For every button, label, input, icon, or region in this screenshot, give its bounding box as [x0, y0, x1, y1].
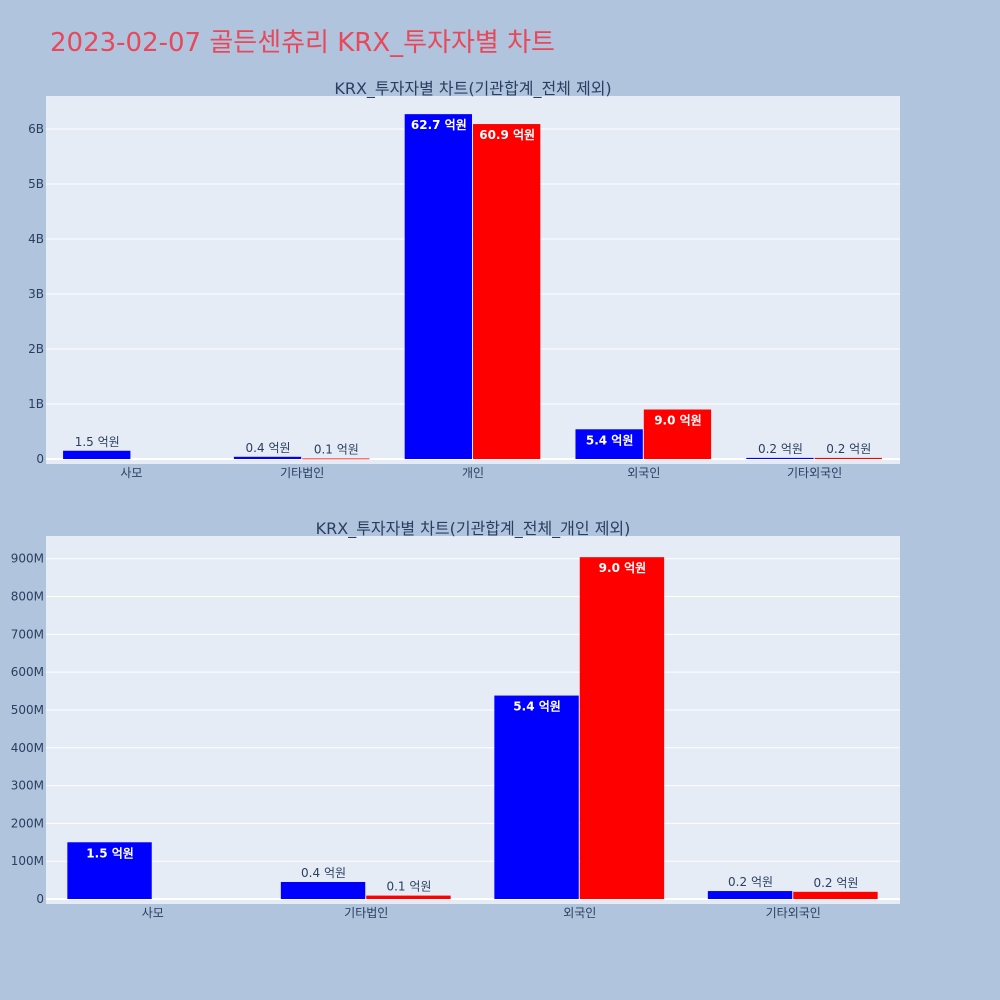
x-tick-label: 외국인 [563, 906, 596, 920]
page-title: 2023-02-07 골든센츄리 KRX_투자자별 차트 [50, 28, 555, 58]
bar [575, 429, 643, 459]
bar-value-label: 0.2 억원 [826, 442, 871, 456]
y-tick-label: 400M [11, 741, 44, 755]
bar-value-label: 0.2 억원 [758, 442, 803, 456]
chart-bottom: KRX_투자자별 차트(기관합계_전체_개인 제외) 0 100M 200M 300M 4… [11, 519, 900, 920]
bar [233, 456, 302, 459]
bar-value-label: 0.1 억원 [386, 880, 431, 894]
bar [67, 842, 152, 899]
chart-title: KRX_투자자별 차트(기관합계_전체_개인 제외) [316, 519, 631, 539]
bar [793, 891, 878, 899]
bar [63, 450, 131, 459]
x-tick-label: 기타법인 [280, 466, 324, 480]
bar-value-label: 9.0 억원 [599, 561, 647, 575]
x-tick-label: 기타외국인 [766, 906, 821, 920]
bar-value-label: 0.1 억원 [314, 442, 359, 456]
bar [494, 695, 579, 899]
x-tick-label: 기타법인 [344, 906, 388, 920]
y-tick-label: 700M [11, 627, 44, 641]
bar-value-label: 0.2 억원 [813, 876, 858, 890]
x-tick-label: 기타외국인 [787, 466, 842, 480]
y-tick-label: 3B [28, 287, 44, 301]
y-tick-label: 2B [28, 342, 44, 356]
bar-value-label: 62.7 억원 [411, 118, 467, 132]
bar [707, 891, 793, 899]
y-tick-label: 800M [11, 590, 44, 604]
bar-value-label: 5.4 억원 [586, 433, 634, 447]
bar-value-label: 0.4 억원 [246, 441, 291, 455]
y-tick-label: 200M [11, 816, 44, 830]
bar [579, 557, 665, 899]
y-tick-label: 300M [11, 779, 44, 793]
bar [366, 895, 451, 899]
x-tick-label: 개인 [462, 466, 484, 480]
bar-value-label: 5.4 억원 [513, 700, 561, 714]
chart-top: KRX_투자자별 차트(기관합계_전체 제외) 0 1B 2B 3B 4B 5B 6B 사모 1.… [28, 79, 900, 480]
x-tick-label: 사모 [120, 466, 142, 480]
x-tick-label: 사모 [142, 906, 164, 920]
bar [814, 457, 882, 459]
y-tick-label: 4B [28, 232, 44, 246]
bar [302, 458, 370, 460]
bar [746, 457, 814, 459]
y-tick-label: 600M [11, 665, 44, 679]
bar-value-label: 1.5 억원 [86, 846, 134, 860]
x-tick-label: 외국인 [627, 466, 660, 480]
chart-title: KRX_투자자별 차트(기관합계_전체 제외) [334, 79, 611, 99]
bar [404, 114, 472, 460]
y-tick-label: 6B [28, 122, 44, 136]
plot-area [46, 536, 900, 904]
bar-value-label: 0.4 억원 [301, 866, 346, 880]
bar-value-label: 9.0 억원 [654, 414, 702, 428]
y-tick-label: 500M [11, 703, 44, 717]
bar [473, 124, 541, 460]
y-tick-label: 0 [36, 452, 44, 466]
y-tick-label: 100M [11, 854, 44, 868]
y-tick-label: 0 [36, 892, 44, 906]
y-tick-label: 5B [28, 177, 44, 191]
y-tick-label: 1B [28, 397, 44, 411]
y-tick-label: 900M [11, 552, 44, 566]
bar-value-label: 0.2 억원 [728, 875, 773, 889]
bar [280, 881, 366, 899]
bar-value-label: 60.9 억원 [479, 128, 535, 142]
bar-value-label: 1.5 억원 [75, 435, 120, 449]
bar [643, 409, 712, 459]
